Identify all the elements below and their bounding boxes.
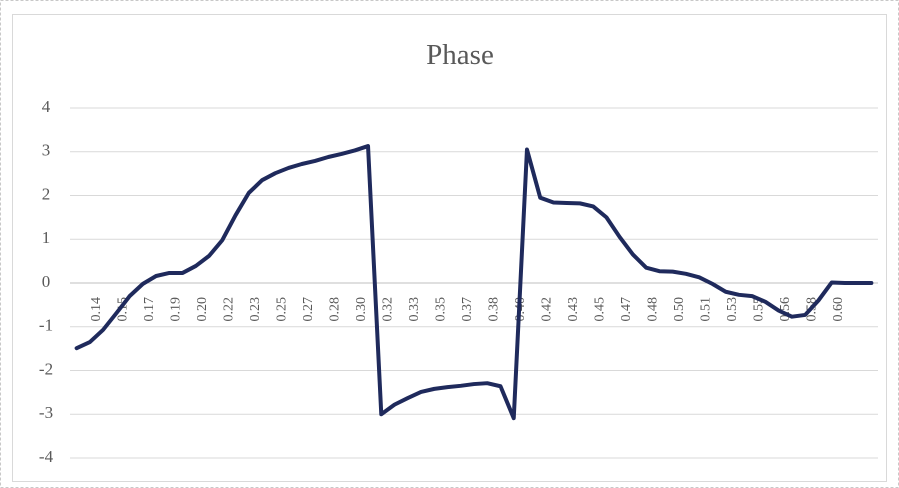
x-tick-label: 0.27 bbox=[301, 297, 316, 322]
y-tick-label: 3 bbox=[42, 141, 51, 160]
y-tick-label: 1 bbox=[42, 228, 51, 247]
x-tick-label: 0.25 bbox=[275, 297, 290, 322]
y-tick-label: -4 bbox=[39, 447, 54, 466]
x-tick-label: 0.43 bbox=[566, 297, 581, 322]
chart-title: Phase bbox=[426, 39, 494, 71]
y-tick-label: -1 bbox=[39, 316, 53, 335]
x-tick-label: 0.53 bbox=[725, 297, 740, 322]
x-tick-label: 0.51 bbox=[698, 297, 713, 322]
x-tick-label: 0.37 bbox=[460, 297, 475, 322]
x-tick-label: 0.32 bbox=[380, 297, 395, 322]
y-tick-label: -2 bbox=[39, 359, 53, 378]
series-line bbox=[74, 144, 874, 421]
x-tick-label: 0.19 bbox=[169, 297, 184, 322]
x-tick-label: 0.17 bbox=[142, 297, 157, 322]
x-tick-label: 0.42 bbox=[539, 297, 554, 322]
x-tick-label: 0.60 bbox=[831, 297, 846, 322]
x-tick-label: 0.15 bbox=[116, 297, 131, 322]
x-tick-label: 0.50 bbox=[672, 297, 687, 322]
y-tick-label: -3 bbox=[39, 403, 53, 422]
chart-frame bbox=[12, 14, 887, 482]
x-tick-label: 0.38 bbox=[486, 297, 501, 322]
x-tick-label: 0.30 bbox=[354, 297, 369, 322]
y-tick-label: 4 bbox=[42, 97, 51, 116]
x-tick-label: 0.14 bbox=[89, 297, 104, 322]
x-tick-label: 0.47 bbox=[619, 297, 634, 322]
x-tick-label: 0.55 bbox=[751, 297, 766, 322]
x-tick-label: 0.20 bbox=[195, 297, 210, 322]
y-tick-label: 2 bbox=[42, 184, 51, 203]
x-tick-label: 0.48 bbox=[645, 297, 660, 322]
x-tick-label: 0.45 bbox=[592, 297, 607, 322]
x-tick-label: 0.33 bbox=[407, 297, 422, 322]
x-tick-label: 0.28 bbox=[328, 297, 343, 322]
x-tick-label: 0.22 bbox=[222, 297, 237, 322]
x-tick-label: 0.35 bbox=[433, 297, 448, 322]
x-tick-label: 0.23 bbox=[248, 297, 263, 322]
y-tick-label: 0 bbox=[42, 272, 51, 291]
